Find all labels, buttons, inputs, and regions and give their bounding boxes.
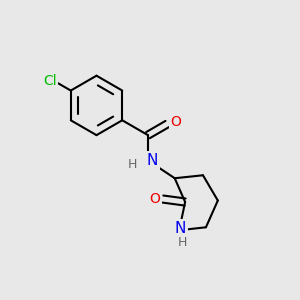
Text: N: N [175,221,186,236]
Text: N: N [147,153,158,168]
Text: Cl: Cl [43,74,56,88]
Text: O: O [170,115,181,129]
Text: H: H [178,236,187,249]
Text: H: H [128,158,137,171]
Text: O: O [149,192,160,206]
